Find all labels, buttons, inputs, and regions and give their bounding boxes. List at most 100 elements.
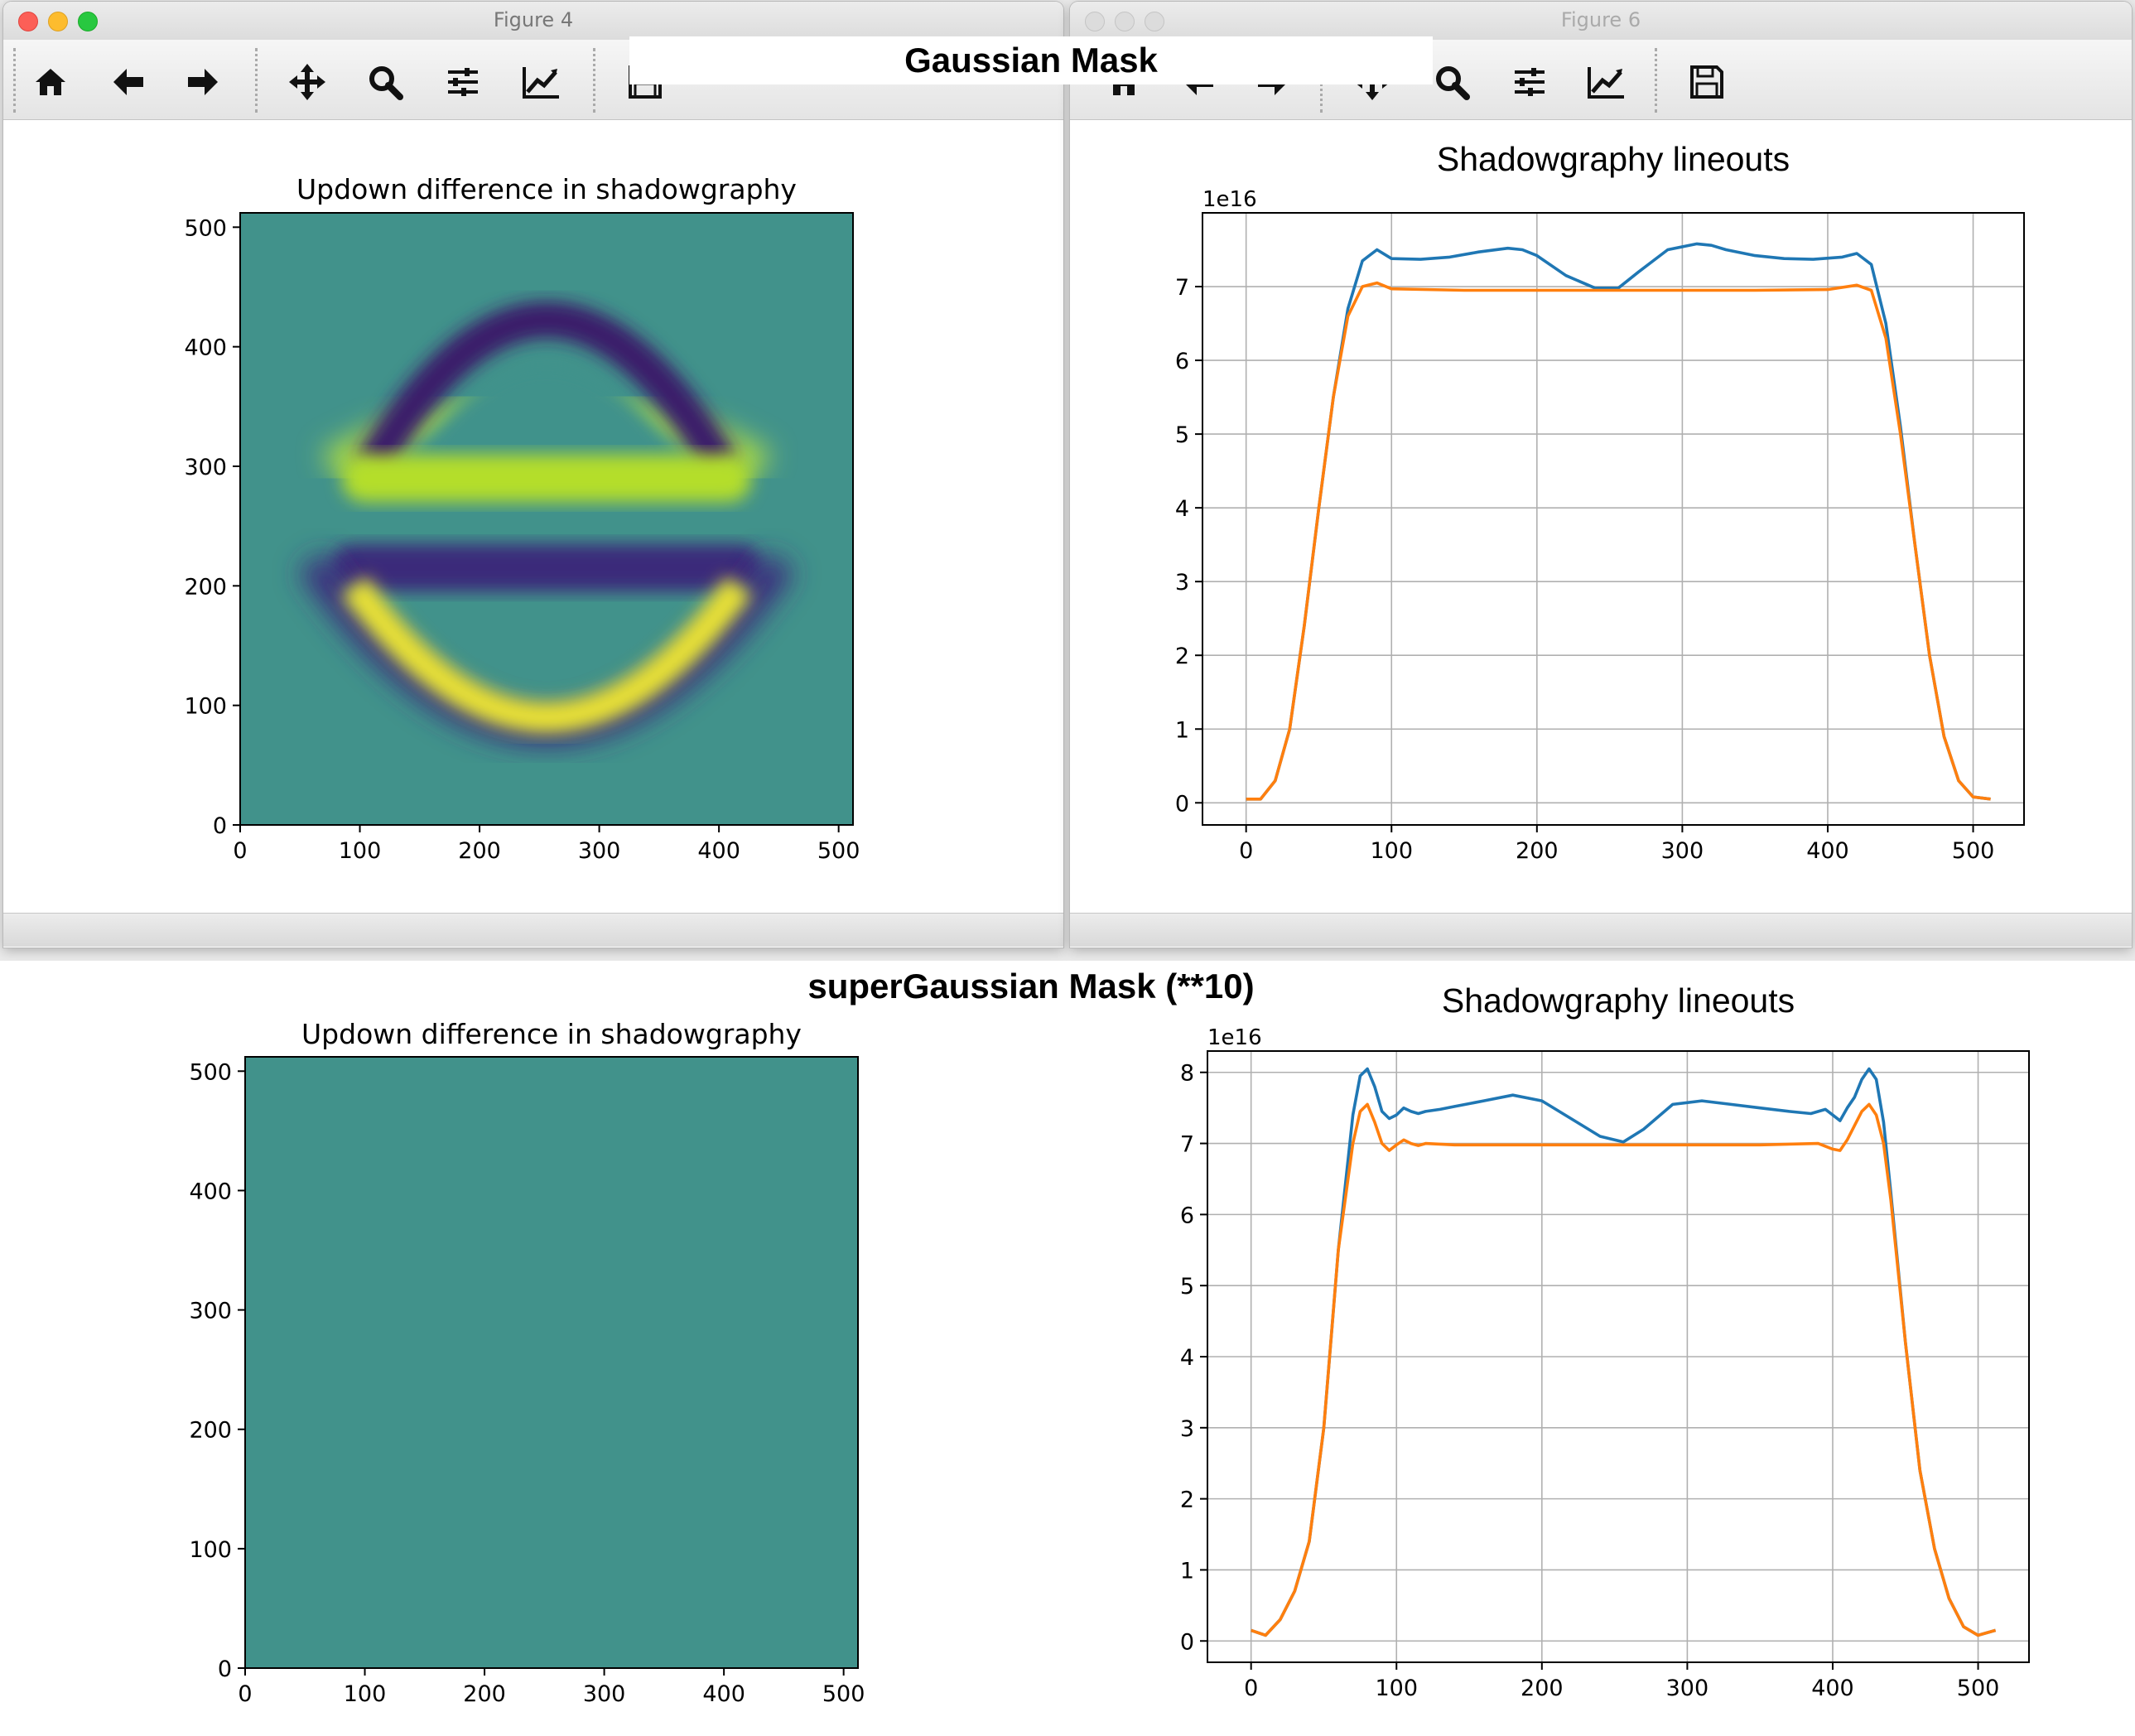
y-tick-label: 0 [218, 1656, 232, 1682]
configure-subplots-button[interactable] [1509, 61, 1550, 103]
x-tick-label: 200 [1521, 1676, 1564, 1701]
x-tick-label: 100 [1370, 838, 1413, 864]
edit-axis-button[interactable] [520, 61, 561, 103]
y-tick-label: 0 [213, 813, 227, 839]
y-tick-label: 200 [184, 574, 227, 600]
series-line-2 [1251, 1102, 1997, 1637]
edit-axis-icon [1588, 67, 1624, 99]
plot-frame [239, 212, 854, 826]
y-tick-label: 8 [1180, 1061, 1194, 1087]
series-line-1 [1251, 1067, 1997, 1637]
y-tick-label: 3 [1180, 1416, 1194, 1442]
zoom-window-button[interactable] [78, 12, 98, 31]
heatmap-background [245, 1057, 858, 1668]
status-bar [3, 913, 1063, 947]
figure4-titlebar[interactable]: Figure 4 [3, 2, 1063, 41]
forward-arrow-icon [188, 69, 218, 95]
window-title: Figure 4 [493, 8, 574, 31]
toolbar-separator [593, 48, 595, 113]
zoom-button[interactable] [1431, 61, 1472, 103]
close-button[interactable] [1085, 12, 1105, 31]
x-tick-label: 300 [1666, 1676, 1709, 1701]
y-tick-label: 500 [184, 215, 227, 241]
x-tick-label: 400 [697, 838, 740, 864]
y-tick-label: 5 [1175, 422, 1189, 448]
forward-button[interactable] [182, 61, 224, 103]
plot-frame [1202, 212, 2025, 826]
toolbar-separator [255, 48, 258, 113]
y-tick-label: 100 [189, 1537, 232, 1563]
chart-top-left: Updown difference in shadowgraphy 0 100 200… [184, 173, 860, 864]
y-tick-label: 5 [1180, 1274, 1194, 1300]
y-tick-label: 500 [189, 1059, 232, 1085]
y-tick-label: 0 [1175, 791, 1189, 817]
x-tick-label: 0 [1244, 1676, 1258, 1701]
y-tick-label: 7 [1175, 275, 1189, 301]
x-tick-label: 500 [1957, 1676, 2000, 1701]
heatmap-features [298, 301, 795, 746]
y-tick-label: 100 [184, 694, 227, 720]
x-tick-label: 500 [817, 838, 860, 864]
y-tick-label: 2 [1180, 1488, 1194, 1513]
grid [1202, 213, 2024, 825]
y-tick-label: 2 [1175, 644, 1189, 669]
home-icon [36, 69, 65, 95]
chart-title: Updown difference in shadowgraphy [296, 173, 797, 205]
series-line-1 [1246, 242, 1991, 801]
x-tick-label: 400 [702, 1681, 745, 1707]
figure6-titlebar[interactable]: Figure 6 [1070, 2, 2132, 41]
minimize-button[interactable] [48, 12, 68, 31]
status-bar [1070, 913, 2132, 947]
window-title: Figure 6 [1560, 8, 1641, 31]
y-tick-label: 6 [1180, 1203, 1194, 1228]
close-button[interactable] [18, 12, 38, 31]
zoom-icon [1436, 66, 1470, 100]
x-tick-label: 0 [233, 838, 247, 864]
chart-bottom-left: Updown difference in shadowgraphy 0 100 200… [189, 1018, 865, 1707]
pan-button[interactable] [287, 61, 328, 103]
y-tick-label: 1 [1180, 1558, 1194, 1584]
configure-subplots-icon [448, 68, 478, 96]
minimize-button[interactable] [1115, 12, 1135, 31]
x-tick-label: 100 [344, 1681, 387, 1707]
chart-title: Shadowgraphy lineouts [1442, 981, 1795, 1020]
plot-frame [244, 1056, 859, 1669]
zoom-button[interactable] [364, 61, 406, 103]
y-tick-label: 300 [189, 1299, 232, 1324]
chart-title: Shadowgraphy lineouts [1437, 140, 1790, 178]
offset-text: 1e16 [1202, 187, 1257, 212]
band-bright [341, 454, 752, 503]
chart-title: Updown difference in shadowgraphy [301, 1018, 802, 1050]
y-tick-label: 400 [184, 335, 227, 361]
y-tick-label: 0 [1180, 1629, 1194, 1655]
y-tick-label: 200 [189, 1418, 232, 1444]
y-tick-label: 4 [1175, 496, 1189, 522]
y-tick-label: 3 [1175, 570, 1189, 596]
band-dark [330, 543, 764, 592]
zoom-window-button[interactable] [1145, 12, 1164, 31]
x-tick-label: 500 [822, 1681, 865, 1707]
toolbar-grip [13, 48, 16, 113]
save-button[interactable] [1686, 61, 1728, 103]
series-line-2 [1246, 281, 1991, 801]
back-button[interactable] [108, 61, 149, 103]
pan-icon [289, 64, 325, 100]
gaussian-mask-label: Gaussian Mask [629, 36, 1433, 84]
zoom-icon [369, 66, 403, 100]
y-tick-label: 400 [189, 1179, 232, 1204]
x-tick-label: 100 [339, 838, 382, 864]
edit-axis-button[interactable] [1585, 61, 1627, 103]
arc-inner-fill [407, 364, 686, 466]
x-tick-label: 200 [463, 1681, 506, 1707]
save-icon [1690, 65, 1723, 99]
home-button[interactable] [30, 61, 71, 103]
x-tick-label: 0 [238, 1681, 252, 1707]
offset-text: 1e16 [1207, 1025, 1262, 1050]
x-tick-label: 400 [1811, 1676, 1854, 1701]
configure-subplots-button[interactable] [442, 61, 484, 103]
x-tick-label: 300 [578, 838, 621, 864]
x-tick-label: 200 [458, 838, 501, 864]
x-tick-label: 300 [1661, 838, 1704, 864]
